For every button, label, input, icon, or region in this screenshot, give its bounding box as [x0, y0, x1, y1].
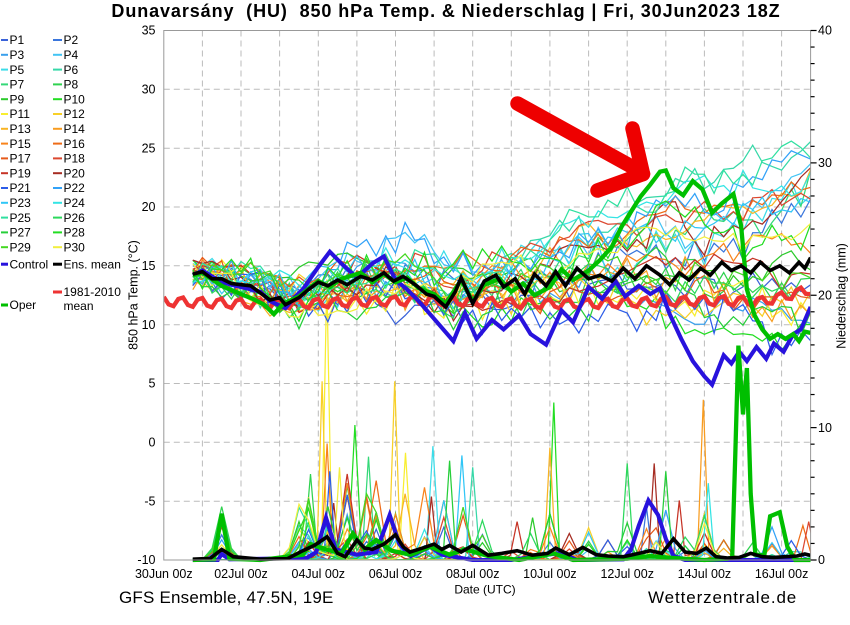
- svg-text:P18: P18: [64, 152, 86, 166]
- svg-text:Control: Control: [10, 257, 49, 271]
- svg-text:06Jul 00z: 06Jul 00z: [369, 567, 423, 581]
- svg-text:Niederschlag (mm): Niederschlag (mm): [835, 243, 849, 349]
- svg-text:P12: P12: [64, 107, 86, 121]
- svg-text:Oper: Oper: [10, 298, 37, 312]
- svg-text:-5: -5: [144, 494, 155, 508]
- svg-text:40: 40: [818, 24, 832, 38]
- svg-text:15: 15: [142, 259, 156, 273]
- svg-text:30: 30: [142, 83, 156, 97]
- svg-text:P25: P25: [10, 211, 32, 225]
- svg-text:P16: P16: [64, 137, 86, 151]
- svg-text:08Jul 00z: 08Jul 00z: [446, 567, 500, 581]
- svg-text:P7: P7: [10, 78, 25, 92]
- svg-text:P19: P19: [10, 166, 32, 180]
- svg-text:P30: P30: [64, 240, 86, 254]
- svg-text:P17: P17: [10, 152, 32, 166]
- svg-text:P21: P21: [10, 181, 32, 195]
- svg-text:10Jul 00z: 10Jul 00z: [523, 567, 577, 581]
- svg-text:P13: P13: [10, 122, 32, 136]
- svg-text:20: 20: [818, 288, 832, 302]
- svg-text:mean: mean: [64, 299, 94, 313]
- svg-text:P1: P1: [10, 33, 25, 47]
- svg-text:P11: P11: [10, 107, 31, 121]
- svg-text:Wetterzentrale.de: Wetterzentrale.de: [648, 588, 797, 607]
- svg-text:1981-2010: 1981-2010: [64, 285, 122, 299]
- svg-text:P4: P4: [64, 48, 79, 62]
- svg-text:0: 0: [818, 553, 825, 567]
- svg-text:04Jul 00z: 04Jul 00z: [292, 567, 346, 581]
- svg-text:12Jul 00z: 12Jul 00z: [600, 567, 654, 581]
- svg-text:02Jul 00z: 02Jul 00z: [214, 567, 268, 581]
- svg-text:-10: -10: [137, 553, 155, 567]
- svg-text:5: 5: [149, 377, 156, 391]
- svg-text:25: 25: [142, 141, 156, 155]
- svg-text:P3: P3: [10, 48, 25, 62]
- svg-text:Dunavarsány (HU) 850 hPa Tem: Dunavarsány (HU) 850 hPa Temp. & Nieders…: [111, 1, 780, 21]
- svg-text:P9: P9: [10, 92, 25, 106]
- svg-text:P26: P26: [64, 211, 86, 225]
- svg-text:30: 30: [818, 156, 832, 170]
- svg-text:850 hPa Temp. (°C): 850 hPa Temp. (°C): [127, 240, 141, 350]
- svg-text:20: 20: [142, 200, 156, 214]
- svg-text:10: 10: [142, 318, 156, 332]
- svg-text:P8: P8: [64, 78, 79, 92]
- svg-text:0: 0: [149, 436, 156, 450]
- svg-text:P29: P29: [10, 240, 32, 254]
- svg-text:30Jun 00z: 30Jun 00z: [135, 567, 193, 581]
- svg-text:P6: P6: [64, 63, 79, 77]
- svg-text:P5: P5: [10, 63, 25, 77]
- svg-text:P2: P2: [64, 33, 79, 47]
- svg-text:Ens. mean: Ens. mean: [64, 257, 121, 271]
- svg-text:P14: P14: [64, 122, 86, 136]
- svg-text:P27: P27: [10, 226, 32, 240]
- svg-text:GFS Ensemble, 47.5N, 19E: GFS Ensemble, 47.5N, 19E: [119, 588, 334, 607]
- svg-text:P10: P10: [64, 92, 86, 106]
- svg-text:Date (UTC): Date (UTC): [454, 583, 515, 597]
- svg-text:14Jul 00z: 14Jul 00z: [678, 567, 732, 581]
- svg-text:P22: P22: [64, 181, 86, 195]
- svg-text:P20: P20: [64, 166, 86, 180]
- svg-text:P15: P15: [10, 137, 32, 151]
- svg-text:P28: P28: [64, 226, 86, 240]
- svg-text:P24: P24: [64, 196, 86, 210]
- svg-text:10: 10: [818, 421, 832, 435]
- svg-text:P23: P23: [10, 196, 32, 210]
- svg-text:35: 35: [142, 24, 156, 38]
- svg-text:16Jul 00z: 16Jul 00z: [755, 567, 809, 581]
